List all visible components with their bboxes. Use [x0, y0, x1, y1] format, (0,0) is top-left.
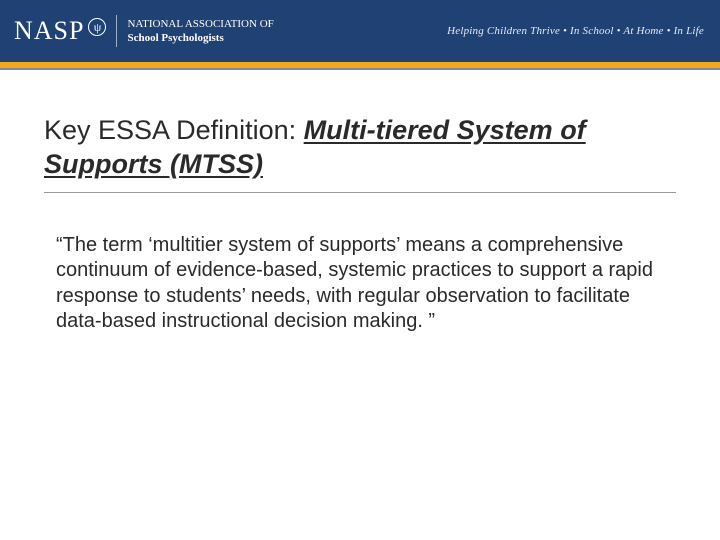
- slide-title: Key ESSA Definition: Multi-tiered System…: [44, 114, 676, 193]
- accent-bar: [0, 62, 720, 70]
- title-plain: Key ESSA Definition:: [44, 115, 304, 145]
- tagline: Helping Children Thrive • In School • At…: [447, 25, 704, 37]
- logo-mark: NASP ψ: [14, 16, 106, 46]
- logo-block: NASP ψ NATIONAL ASSOCIATION OF School Ps…: [14, 15, 274, 47]
- psi-icon: ψ: [88, 18, 106, 36]
- header-bar: NASP ψ NATIONAL ASSOCIATION OF School Ps…: [0, 0, 720, 62]
- slide-body: “The term ‘multitier system of supports’…: [44, 233, 676, 335]
- org-name: NATIONAL ASSOCIATION OF School Psycholog…: [127, 17, 273, 46]
- slide-content: Key ESSA Definition: Multi-tiered System…: [0, 70, 720, 335]
- org-name-line2: School Psychologists: [127, 31, 273, 45]
- logo-acronym: NASP: [14, 16, 84, 46]
- org-name-line1: NATIONAL ASSOCIATION OF: [127, 17, 273, 31]
- logo-divider: [116, 15, 117, 47]
